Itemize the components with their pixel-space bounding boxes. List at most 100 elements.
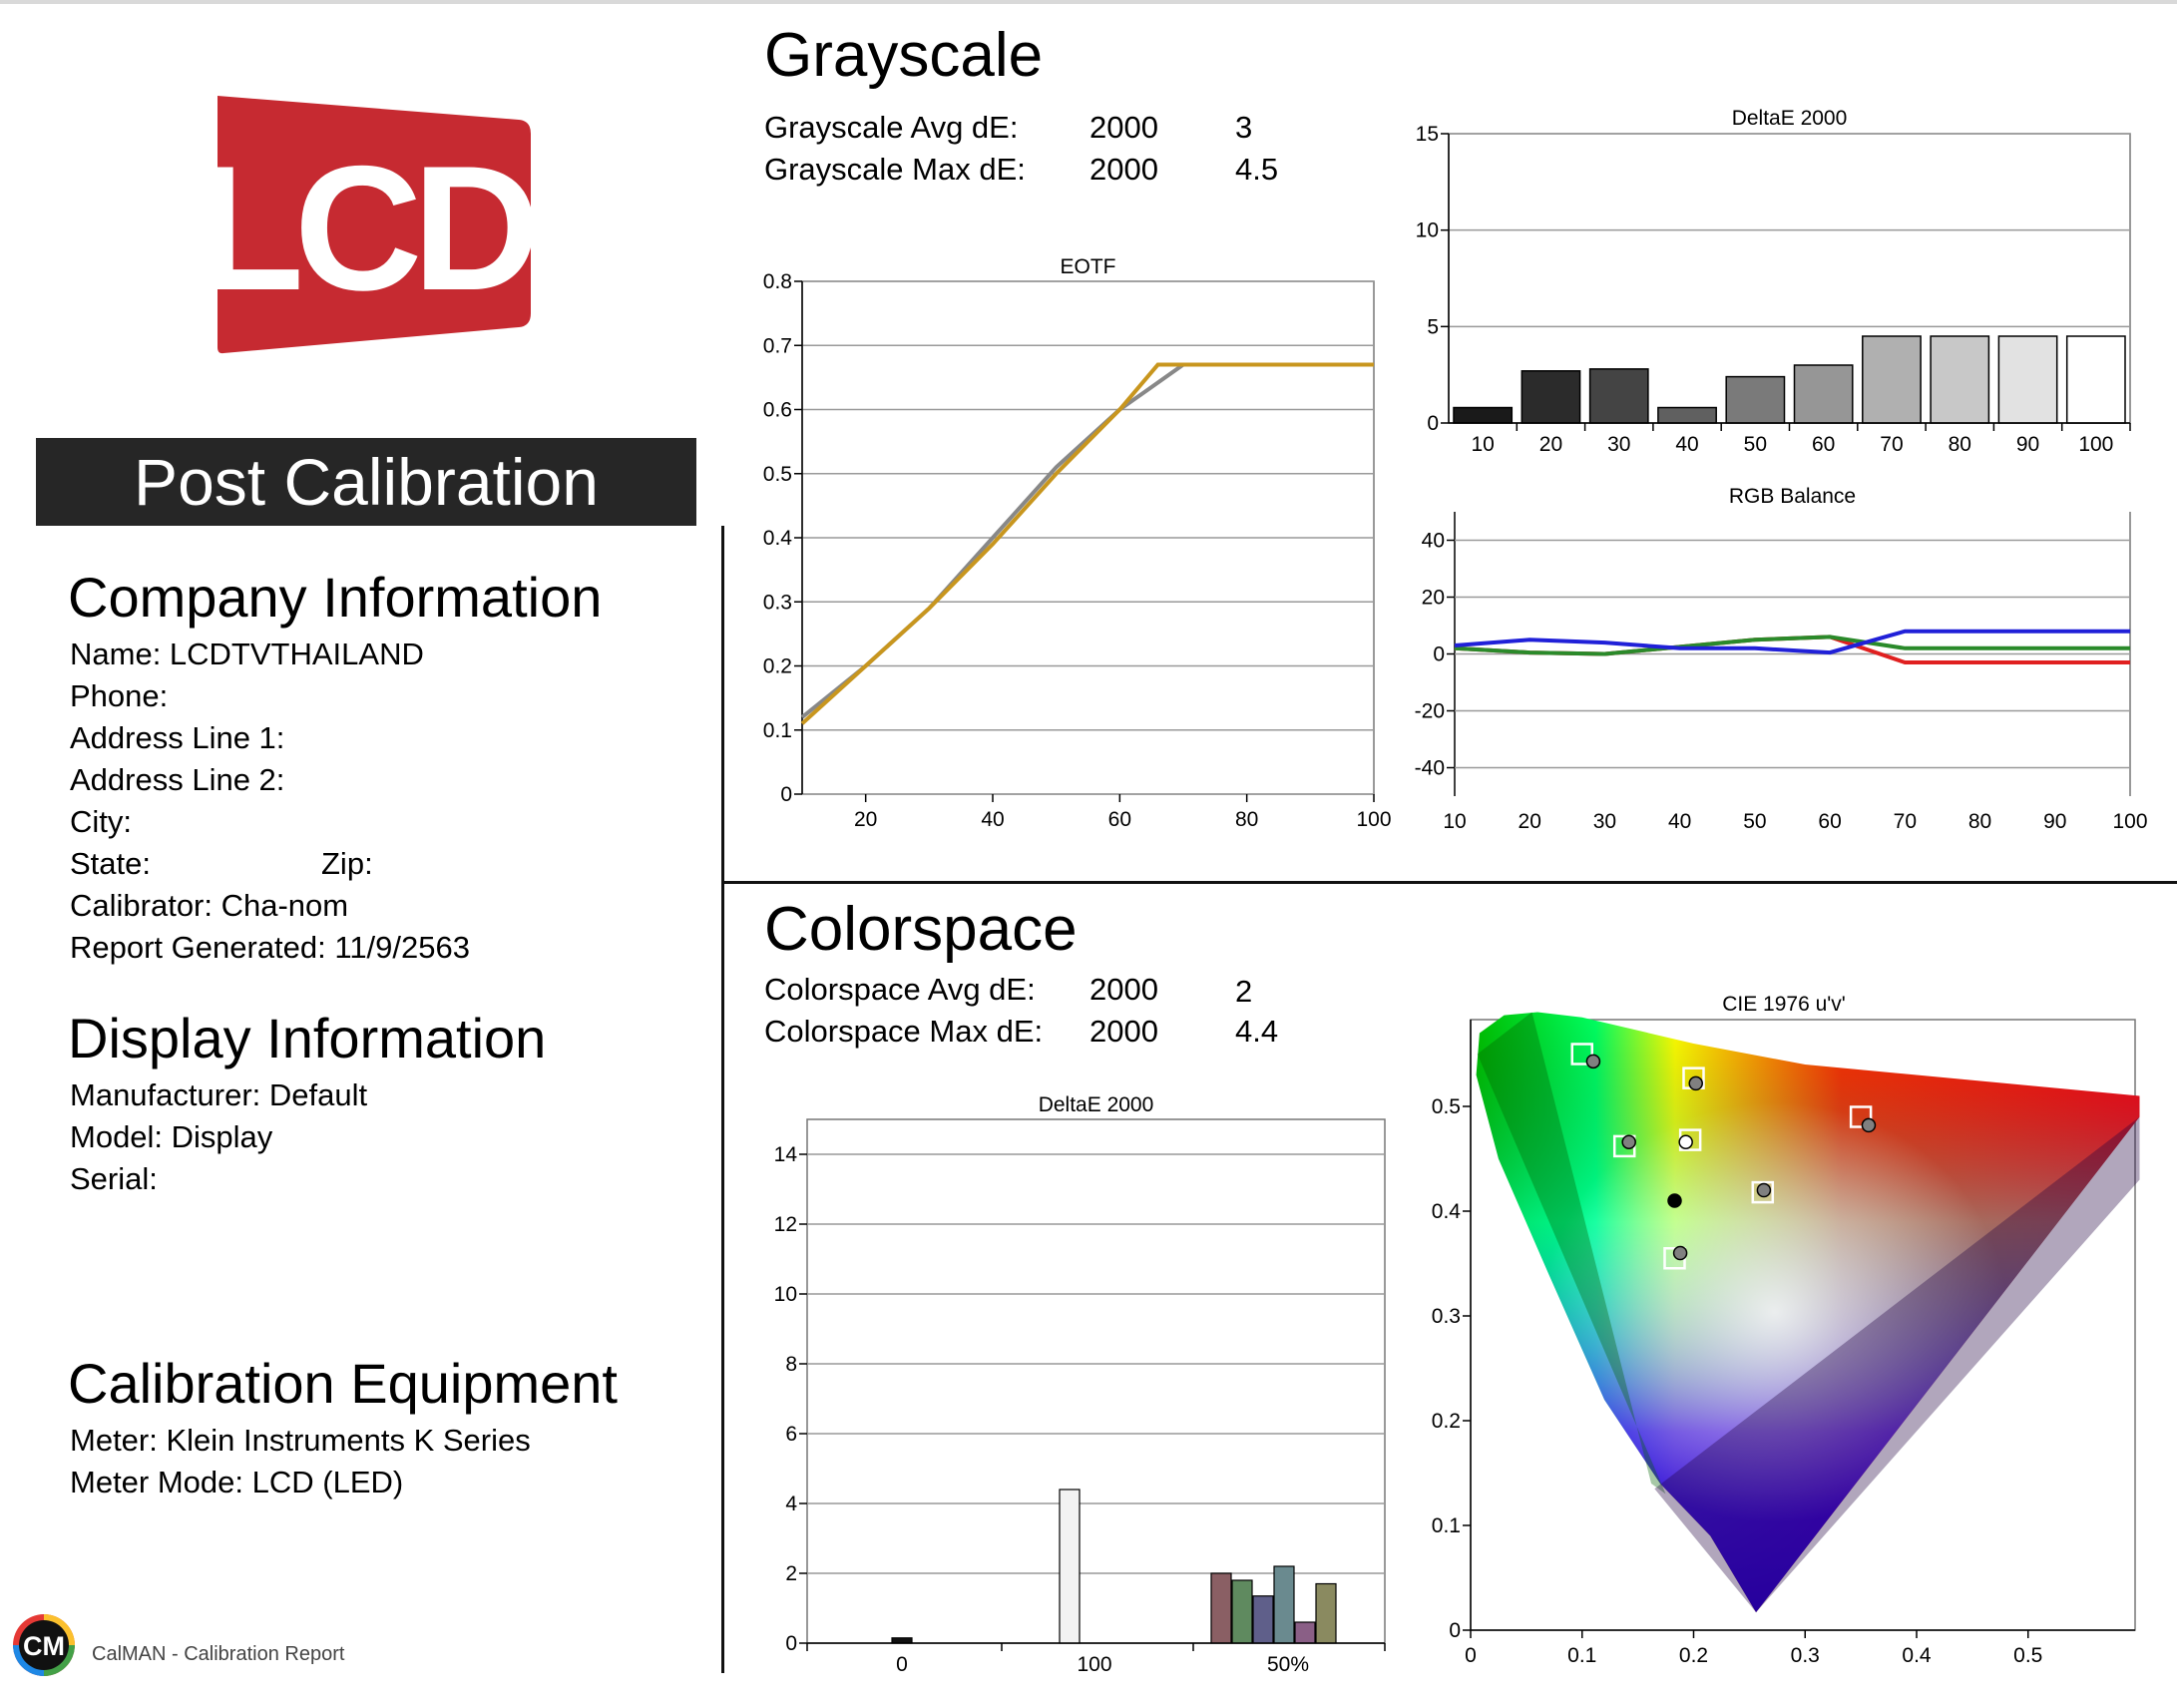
grayscale-deltae-xtick-label: 10 <box>1471 433 1494 456</box>
cie-ytick-label: 0 <box>1449 1619 1461 1642</box>
eotf-series-line-1 <box>800 362 1374 719</box>
grayscale-max-standard: 2000 <box>1089 152 1158 187</box>
rgb-balance-xtick-label: 10 <box>1443 810 1466 833</box>
colorspace-deltae-bar <box>1231 1579 1253 1644</box>
eotf-ytick-label: 0.8 <box>763 270 792 293</box>
eotf-series-line-2 <box>800 362 1374 725</box>
grayscale-deltae-bar <box>1725 375 1786 424</box>
company-address-2: Address Line 2: <box>70 762 285 797</box>
grayscale-deltae-bar <box>2065 335 2126 424</box>
grayscale-max-value: 4.5 <box>1235 152 1279 187</box>
company-phone: Phone: <box>70 678 169 713</box>
cie-measured-point <box>1756 1182 1772 1198</box>
cie-chart: CIE 1976 u'v' 0 0.1 0.2 0.3 0.4 0.5 0 0.1 0.2 0.3 0… <box>1432 993 2140 1667</box>
cie-measured-point <box>1861 1117 1877 1133</box>
colorspace-max-value: 4.4 <box>1235 1014 1279 1049</box>
rgb-balance-xtick-label: 70 <box>1894 810 1917 833</box>
eotf-xtick-label: 40 <box>981 808 1004 831</box>
grayscale-deltae-ytick-label: 10 <box>1416 219 1439 242</box>
company-info-heading: Company Information <box>68 566 603 629</box>
grayscale-deltae-chart: DeltaE 2000 0 5 10 15 10 20 30 40 50 60 70 80 90 100 <box>1416 107 2131 456</box>
eotf-title: EOTF <box>1061 255 1116 278</box>
cie-xtick-label: 0.2 <box>1679 1644 1708 1667</box>
colorspace-deltae-xtick-label: 100 <box>1077 1653 1111 1676</box>
display-model: Model: Display <box>70 1119 273 1154</box>
calman-icon: CM <box>13 1614 75 1676</box>
grayscale-deltae-bar <box>1793 364 1854 424</box>
vertical-divider <box>721 526 724 1673</box>
eotf-ytick-label: 0.1 <box>763 719 792 742</box>
rgb-balance-chart: RGB Balance -40 -20 0 20 40 10 20 30 40 50 60 70 80 90… <box>1415 485 2148 833</box>
rgb-balance-title: RGB Balance <box>1729 485 1856 508</box>
colorspace-deltae-bar <box>1059 1489 1081 1644</box>
cie-title: CIE 1976 u'v' <box>1722 993 1846 1016</box>
cie-edge-band-purple <box>1654 1116 2140 1613</box>
grayscale-deltae-bar <box>1521 370 1581 424</box>
cie-xtick-label: 0.3 <box>1791 1644 1820 1667</box>
svg-text:CM: CM <box>23 1631 65 1661</box>
colorspace-deltae-bar <box>1273 1565 1295 1644</box>
grayscale-deltae-title: DeltaE 2000 <box>1732 107 1848 130</box>
display-info-heading: Display Information <box>68 1007 547 1069</box>
lcd-logo: LCD <box>214 96 537 354</box>
grayscale-avg-standard: 2000 <box>1089 110 1158 145</box>
grayscale-deltae-xtick-label: 60 <box>1812 433 1835 456</box>
colorspace-deltae-bar <box>1252 1595 1274 1644</box>
eotf-ytick-label: 0.5 <box>763 463 792 486</box>
meter: Meter: Klein Instruments K Series <box>70 1423 531 1458</box>
grayscale-deltae-xtick-label: 20 <box>1539 433 1562 456</box>
top-border <box>0 0 2177 4</box>
rgb-balance-ytick-label: 0 <box>1433 643 1445 666</box>
grayscale-deltae-bar <box>1453 406 1514 424</box>
equipment-heading: Calibration Equipment <box>68 1352 618 1415</box>
meter-mode: Meter Mode: LCD (LED) <box>70 1465 404 1499</box>
grayscale-deltae-xtick-label: 100 <box>2078 433 2113 456</box>
grayscale-deltae-bar <box>1997 335 2058 424</box>
logo-text: LCD <box>214 129 534 327</box>
colorspace-deltae-ytick-label: 8 <box>785 1353 797 1376</box>
cie-measured-point <box>1667 1193 1682 1208</box>
colorspace-deltae-frame <box>806 1118 1386 1644</box>
colorspace-deltae-bar <box>891 1637 913 1644</box>
colorspace-deltae-ytick-label: 0 <box>785 1632 797 1655</box>
rgb-balance-ytick-label: -20 <box>1415 700 1445 723</box>
cie-measured-point <box>1688 1075 1703 1091</box>
grayscale-deltae-xtick-label: 90 <box>2016 433 2039 456</box>
cie-measured-point <box>1672 1245 1688 1261</box>
grayscale-deltae-xtick-label: 30 <box>1607 433 1630 456</box>
rgb-balance-ytick-label: -40 <box>1415 757 1445 780</box>
colorspace-deltae-bar <box>1294 1621 1316 1644</box>
grayscale-heading: Grayscale <box>764 21 1044 90</box>
cie-target-marker <box>1849 1105 1873 1128</box>
eotf-ytick-label: 0.2 <box>763 655 792 678</box>
eotf-ytick-label: 0.4 <box>763 527 793 550</box>
eotf-xtick-label: 60 <box>1108 808 1131 831</box>
cie-ytick-label: 0.5 <box>1432 1095 1461 1118</box>
grayscale-deltae-ytick-label: 15 <box>1416 123 1439 146</box>
footer-text: CalMAN - Calibration Report <box>92 1643 345 1665</box>
cie-target-marker <box>1751 1180 1775 1204</box>
grayscale-avg-label: Grayscale Avg dE: <box>764 110 1019 145</box>
company-address-1: Address Line 1: <box>70 720 285 755</box>
colorspace-avg-label: Colorspace Avg dE: <box>764 972 1036 1007</box>
cie-measured-point <box>1621 1134 1636 1149</box>
colorspace-max-label: Colorspace Max dE: <box>764 1014 1044 1049</box>
rgb-balance-ytick-label: 20 <box>1422 587 1445 610</box>
grayscale-max-label: Grayscale Max dE: <box>764 152 1026 187</box>
colorspace-deltae-chart: DeltaE 2000 0 2 4 6 8 10 12 14 0 100 50% <box>774 1093 1386 1676</box>
cie-xtick-label: 0.1 <box>1567 1644 1596 1667</box>
grayscale-deltae-xtick-label: 50 <box>1744 433 1767 456</box>
company-zip: Zip: <box>321 846 373 881</box>
grayscale-deltae-ytick-label: 5 <box>1427 315 1439 338</box>
colorspace-deltae-ytick-label: 10 <box>774 1283 797 1306</box>
grayscale-deltae-bar <box>1657 406 1717 424</box>
grayscale-deltae-xtick-label: 40 <box>1675 433 1698 456</box>
colorspace-deltae-bar <box>1315 1582 1337 1644</box>
cie-target-marker <box>1570 1043 1593 1066</box>
eotf-chart: EOTF 0 0.1 0.2 0.3 0.4 0.5 0.6 0.7 0.8 20 40 60 80 100 <box>763 255 1392 831</box>
cie-measured-point <box>1678 1134 1693 1149</box>
cie-xtick-label: 0 <box>1465 1644 1477 1667</box>
cie-xtick-label: 0.4 <box>1902 1644 1932 1667</box>
cie-ytick-label: 0.3 <box>1432 1305 1461 1328</box>
colorspace-deltae-title: DeltaE 2000 <box>1039 1093 1154 1116</box>
